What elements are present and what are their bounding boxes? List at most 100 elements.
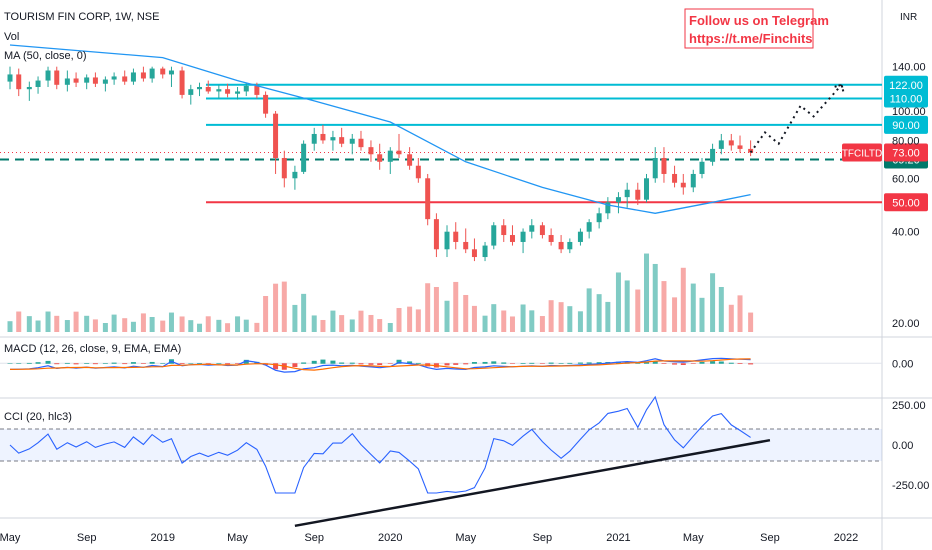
candle-body [16, 74, 22, 90]
macd-signal-line [9, 358, 751, 371]
macd-histogram-bar [501, 362, 507, 364]
volume-bar [433, 287, 439, 332]
macd-histogram-bar [482, 361, 488, 364]
macd-histogram-bar [188, 363, 194, 364]
volume-bar [45, 311, 51, 332]
macd-histogram-bar [320, 359, 326, 364]
macd-histogram-bar [615, 361, 621, 364]
candle-body [471, 249, 477, 258]
candle-body [273, 113, 279, 158]
macd-histogram-bar [243, 359, 249, 364]
volume-bar [122, 318, 128, 332]
candle-body [205, 86, 211, 92]
macd-histogram-bar [84, 363, 90, 364]
volume-bar [652, 263, 658, 332]
candle-body [407, 154, 413, 166]
volume-bar [615, 272, 621, 332]
candle-body [349, 138, 355, 144]
promo-box[interactable]: Follow us on Telegram https://t.me/Finch… [684, 8, 829, 49]
time-tick-label: Sep [304, 532, 324, 544]
volume-bar [558, 302, 564, 332]
volume-bar [482, 315, 488, 332]
volume-bar [188, 320, 194, 332]
candle-body [699, 161, 705, 174]
candle-body [281, 157, 287, 179]
macd-histogram-bar [396, 359, 402, 364]
candle-body [567, 241, 573, 250]
candle-body [235, 91, 241, 94]
candle-body [624, 189, 630, 198]
candle-body [301, 143, 307, 172]
candle-body [320, 133, 326, 141]
price-tick-label: 100.00 [892, 106, 926, 118]
macd-histogram-bar [728, 362, 734, 364]
macd-histogram-bar [529, 362, 535, 364]
volume-bar [471, 305, 477, 332]
candle-body [45, 70, 51, 81]
volume-bar [111, 314, 117, 332]
volume-bar [586, 288, 592, 332]
volume-bar [463, 294, 469, 332]
macd-histogram-bar [520, 363, 526, 364]
macd-histogram-bar [26, 362, 32, 364]
candle-body [635, 189, 641, 200]
volume-bar [453, 281, 459, 332]
time-tick-label: 2021 [606, 532, 630, 544]
cci-tick-label: -250.00 [892, 480, 929, 492]
volume-bar [102, 323, 108, 332]
macd-histogram-bar [301, 362, 307, 364]
cci-tick-label: 0.00 [892, 440, 913, 452]
candle-body [216, 89, 222, 92]
macd-histogram-bar [130, 362, 136, 364]
volume-bar [748, 312, 754, 332]
macd-histogram-bar [453, 363, 459, 365]
macd-histogram-bar [718, 361, 724, 364]
promo-line-1: Follow us on Telegram [689, 13, 829, 28]
macd-histogram-bar [652, 360, 658, 364]
volume-bar [577, 311, 583, 332]
macd-histogram-bar [45, 360, 51, 364]
candle-body [358, 138, 364, 148]
candle-body [54, 70, 60, 85]
last-price-tag-bg [884, 143, 928, 162]
volume-bar [26, 316, 32, 332]
macd-histogram-bar [509, 363, 515, 364]
candle-body [140, 72, 146, 79]
macd-histogram-bar [672, 363, 678, 365]
candle-body [548, 235, 554, 242]
candle-body [680, 182, 686, 188]
volume-bar [377, 319, 383, 332]
volume-bar [254, 322, 260, 332]
candle-body [661, 157, 667, 174]
projection-arrowhead [834, 83, 845, 94]
level-tag-text: 110.00 [890, 93, 923, 105]
macd-histogram-bar [311, 360, 317, 364]
volume-bar [672, 297, 678, 332]
level-tag-110.00: 110.00 [884, 89, 928, 108]
volume-bar [339, 315, 345, 332]
volume-bar [368, 314, 374, 332]
macd-histogram-bar [122, 363, 128, 365]
macd-histogram-bar [339, 362, 345, 364]
candle-body [690, 173, 696, 188]
cci-layer: 250.00 0.00 -250.00 [9, 395, 929, 528]
macd-histogram-bar [54, 363, 60, 365]
volume-bar [160, 320, 166, 332]
ticker-tag: TFCILTD 73.00 [842, 143, 928, 162]
macd-histogram-bar [235, 363, 241, 364]
volume-bar [179, 316, 185, 332]
price-tick-label: 20.00 [892, 318, 920, 330]
time-tick-label: May [227, 532, 248, 544]
candle-body [102, 79, 108, 84]
candle-body [64, 78, 70, 85]
candle-body [605, 202, 611, 214]
volume-bar [292, 304, 298, 332]
legend-vol: Vol [4, 31, 19, 43]
macd-layer: 0.00 [0, 357, 913, 373]
level-tag-bg [884, 89, 928, 108]
volume-bar [444, 300, 450, 332]
candle-body [672, 173, 678, 183]
ma50-line [9, 44, 751, 214]
ticker-tag-bg [842, 143, 882, 162]
volume-bar [387, 323, 393, 332]
